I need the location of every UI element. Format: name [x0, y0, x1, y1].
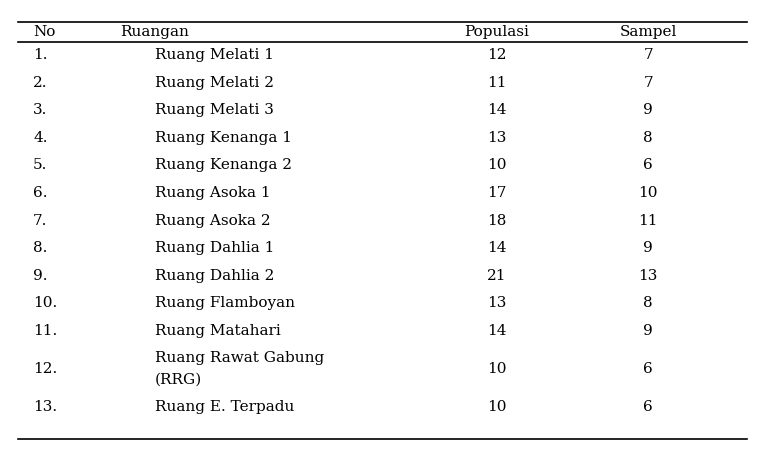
Text: 8: 8 — [643, 296, 653, 310]
Text: 10: 10 — [639, 186, 658, 200]
Text: 13: 13 — [487, 296, 506, 310]
Text: Ruangan: Ruangan — [120, 25, 189, 39]
Text: Ruang Kenanga 2: Ruang Kenanga 2 — [155, 158, 291, 172]
Text: 10.: 10. — [33, 296, 57, 310]
Text: Ruang E. Terpadu: Ruang E. Terpadu — [155, 400, 294, 414]
Text: 12: 12 — [487, 48, 506, 62]
Text: 6: 6 — [643, 158, 653, 172]
Text: 18: 18 — [487, 214, 506, 228]
Text: 12.: 12. — [33, 362, 57, 376]
Text: 4.: 4. — [33, 131, 47, 145]
Text: Ruang Melati 1: Ruang Melati 1 — [155, 48, 274, 62]
Text: 14: 14 — [487, 241, 506, 255]
Text: 3.: 3. — [33, 104, 47, 117]
Text: (RRG): (RRG) — [155, 373, 202, 387]
Text: 7: 7 — [643, 48, 653, 62]
Text: Ruang Asoka 2: Ruang Asoka 2 — [155, 214, 270, 228]
Text: Ruang Rawat Gabung: Ruang Rawat Gabung — [155, 351, 324, 365]
Text: 10: 10 — [487, 158, 506, 172]
Text: Sampel: Sampel — [620, 25, 677, 39]
Text: 8: 8 — [643, 131, 653, 145]
Text: Ruang Asoka 1: Ruang Asoka 1 — [155, 186, 270, 200]
Text: 13.: 13. — [33, 400, 57, 414]
Text: Ruang Dahlia 2: Ruang Dahlia 2 — [155, 269, 274, 283]
Text: 14: 14 — [487, 104, 506, 117]
Text: 11: 11 — [639, 214, 658, 228]
Text: Populasi: Populasi — [464, 25, 529, 39]
Text: 9.: 9. — [33, 269, 47, 283]
Text: 11: 11 — [487, 76, 506, 90]
Text: 9: 9 — [643, 104, 653, 117]
Text: 2.: 2. — [33, 76, 47, 90]
Text: Ruang Matahari: Ruang Matahari — [155, 324, 281, 338]
Text: 6: 6 — [643, 400, 653, 414]
Text: 10: 10 — [487, 362, 506, 376]
Text: Ruang Kenanga 1: Ruang Kenanga 1 — [155, 131, 291, 145]
Text: 9: 9 — [643, 324, 653, 338]
Text: 8.: 8. — [33, 241, 47, 255]
Text: Ruang Dahlia 1: Ruang Dahlia 1 — [155, 241, 274, 255]
Text: 21: 21 — [487, 269, 506, 283]
Text: 6.: 6. — [33, 186, 47, 200]
Text: 11.: 11. — [33, 324, 57, 338]
Text: 7: 7 — [643, 76, 653, 90]
Text: Ruang Melati 2: Ruang Melati 2 — [155, 76, 274, 90]
Text: 17: 17 — [487, 186, 506, 200]
Text: 9: 9 — [643, 241, 653, 255]
Text: 10: 10 — [487, 400, 506, 414]
Text: 1.: 1. — [33, 48, 47, 62]
Text: Ruang Flamboyan: Ruang Flamboyan — [155, 296, 295, 310]
Text: No: No — [33, 25, 56, 39]
Text: Ruang Melati 3: Ruang Melati 3 — [155, 104, 274, 117]
Text: 5.: 5. — [33, 158, 47, 172]
Text: 13: 13 — [487, 131, 506, 145]
Text: 13: 13 — [639, 269, 658, 283]
Text: 6: 6 — [643, 362, 653, 376]
Text: 7.: 7. — [33, 214, 47, 228]
Text: 14: 14 — [487, 324, 506, 338]
